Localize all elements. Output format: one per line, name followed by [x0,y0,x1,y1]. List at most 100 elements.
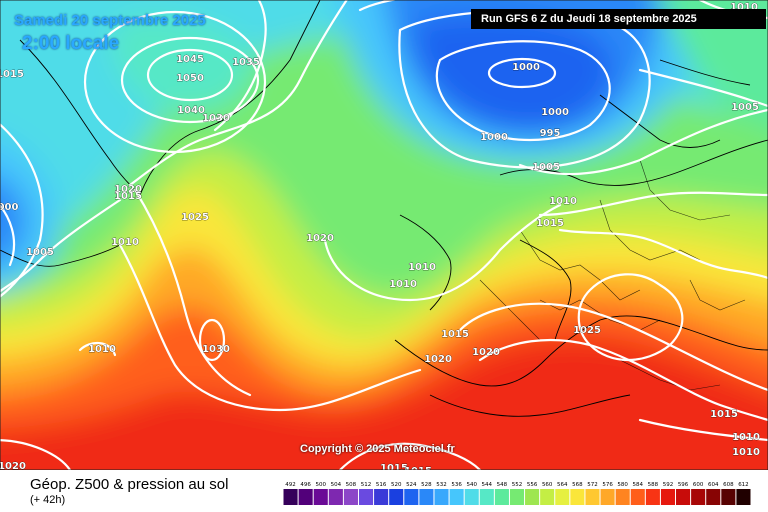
isobar-label: 1030 [202,344,230,355]
isobar-lines [0,0,768,470]
scale-color-swatch [676,489,691,505]
isobar-label: 1000 [480,132,508,143]
isobar-label: 1010 [111,237,139,248]
isobar-label: 1005 [731,102,759,113]
isobar-label: 1015 [0,69,24,80]
scale-color-swatch [660,489,676,505]
scale-value-label: 492 [285,482,296,488]
scale-value-label: 588 [648,482,659,488]
scale-value-label: 592 [663,482,674,488]
scale-value-label: 528 [421,482,432,488]
scale-color-swatch [691,489,706,505]
scale-color-swatch [525,489,540,505]
scale-value-label: 560 [542,482,553,488]
scale-value-label: 584 [633,482,644,488]
scale-value-label: 532 [436,482,447,488]
scale-color-swatch [479,489,494,505]
scale-value-label: 516 [376,482,387,488]
scale-color-swatch [555,489,570,505]
scale-value-label: 600 [693,482,704,488]
scale-value-label: 512 [361,482,372,488]
scale-color-swatch [374,489,389,505]
scale-value-label: 564 [557,482,568,488]
legend-title: Géop. Z500 & pression au sol [30,476,229,493]
coastlines [0,0,768,417]
country-borders [479,159,746,391]
scale-value-label: 576 [602,482,613,488]
isobar-label: 1010 [88,344,116,355]
scale-value-label: 548 [497,482,508,488]
scale-color-swatch [600,489,615,505]
scale-color-swatch [328,489,343,505]
scale-color-swatch [419,489,434,505]
isobar-label: 1020 [0,461,26,470]
isobar-label: 1010 [730,2,758,13]
isobar-label: 1015 [710,409,738,420]
scale-value-label: 536 [451,482,462,488]
scale-color-swatch [389,489,404,505]
scale-color-swatch [434,489,449,505]
isobar-label: 995 [540,128,561,139]
scale-value-label: 556 [527,482,538,488]
scale-value-label: 572 [587,482,598,488]
scale-value-label: 500 [315,482,326,488]
isobar-label: 1010 [732,447,760,458]
isobar-label: 1000 [512,62,540,73]
scale-value-label: 596 [678,482,689,488]
scale-value-label: 504 [331,482,342,488]
scale-color-swatch [464,489,479,505]
isobar-label: 1015 [441,329,469,340]
isobar-label: 1000 [541,107,569,118]
scale-value-label: 608 [723,482,734,488]
scale-value-label: 544 [482,482,493,488]
isobar-label: 1020 [424,354,452,365]
isobar-label: 1035 [232,57,260,68]
isobar-label: 1015 [380,463,408,470]
scale-color-swatch [706,489,721,505]
isobar-label: 1010 [732,432,760,443]
isobar-label: 1050 [176,73,204,84]
geopotential-map: 1045105010401035103010151020101510251010… [0,0,768,470]
scale-color-swatch [570,489,585,505]
scale-value-label: 524 [406,482,417,488]
isobar-labels: 1045105010401035103010151020101510251010… [0,2,760,470]
scale-color-swatch [283,489,298,505]
forecast-date: Samedi 20 septembre 2025 [14,12,206,29]
scale-color-swatch [404,489,419,505]
scale-color-swatch [630,489,645,505]
isobar-label: 1010 [389,279,417,290]
scale-color-swatch [540,489,555,505]
isobar-label: 1020 [114,184,142,195]
scale-value-label: 580 [617,482,628,488]
scale-color-swatch [721,489,736,505]
isobar-label: 1010 [549,196,577,207]
scale-value-label: 540 [466,482,477,488]
isobar-label: 1020 [306,233,334,244]
isobar-label: 000 [0,202,18,213]
model-run-label: Run GFS 6 Z du Jeudi 18 septembre 2025 [471,9,766,29]
isobar-label: 1010 [408,262,436,273]
isobar-label: 1015 [536,218,564,229]
legend-subtitle: (+ 42h) [30,494,66,506]
isobar-label: 1025 [181,212,209,223]
scale-color-swatch [298,489,313,505]
isobar-label: 1015 [114,191,142,202]
scale-value-label: 568 [572,482,583,488]
isobar-label: 1040 [177,105,205,116]
scale-color-swatch [494,489,509,505]
scale-color-swatch [509,489,525,505]
scale-color-swatch [736,489,751,505]
isobar-label: 1045 [176,54,204,65]
scale-color-swatch [313,489,328,505]
scale-color-swatch [585,489,600,505]
color-scale: 492 496 500 504 508 512 516 520 524 528 532 536 540 5… [283,482,751,505]
scale-color-swatch [615,489,630,505]
scale-value-label: 552 [512,482,523,488]
scale-color-swatch [358,489,374,505]
scale-value-label: 604 [708,482,719,488]
isobar-label: 1030 [202,113,230,124]
scale-color-swatch [449,489,464,505]
isobar-label: 1020 [472,347,500,358]
isobar-label: 1025 [573,325,601,336]
